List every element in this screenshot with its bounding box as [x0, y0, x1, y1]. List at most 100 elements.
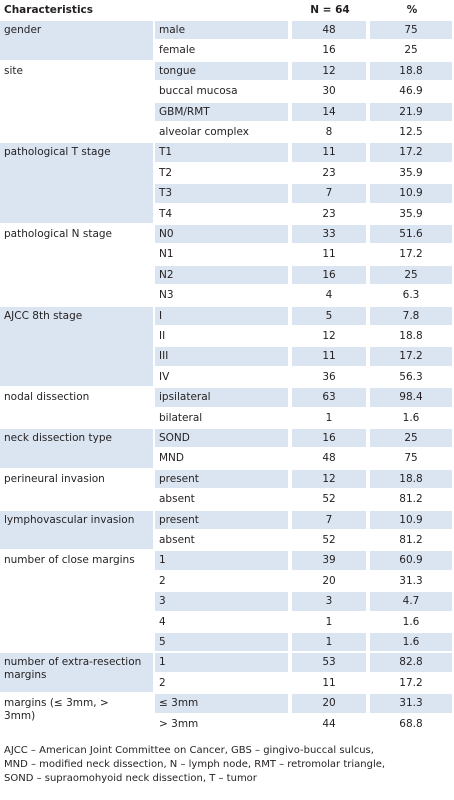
percent: 21.9 [370, 102, 452, 121]
group-label: neck dissection type [0, 429, 153, 468]
group-label: number of close margins [4, 554, 135, 567]
sub-label: buccal mucosa [159, 85, 238, 98]
count: 48 [292, 21, 366, 40]
count: 16 [292, 265, 366, 285]
count: 1 [325, 615, 333, 628]
sub-label: SOND [155, 429, 288, 448]
count: 20 [292, 694, 366, 713]
count: 12 [292, 61, 366, 81]
count: 30 [322, 85, 336, 98]
sub-label: > 3mm [159, 717, 199, 730]
sub-label: GBM/RMT [155, 102, 288, 121]
percent: 75 [370, 21, 452, 40]
sub-label: female [159, 44, 196, 57]
group-label: pathological N stage [4, 228, 113, 240]
sub-label: present [155, 510, 288, 529]
percent: 82.8 [370, 653, 452, 672]
percent: 81.2 [399, 534, 423, 546]
sub-label: 5 [155, 633, 288, 652]
percent: 4.7 [370, 592, 452, 611]
group-label: perineural invasion [4, 472, 105, 485]
count: 20 [322, 574, 336, 587]
percent: 17.2 [370, 347, 452, 366]
count: 11 [292, 347, 366, 366]
sub-label: III [155, 347, 288, 366]
count: 5 [292, 306, 366, 325]
count: 23 [322, 207, 336, 220]
group-label: site [4, 64, 23, 77]
sub-label: T2 [159, 166, 173, 179]
group-label: AJCC 8th stage [0, 306, 153, 387]
sub-label: bilateral [159, 411, 203, 424]
percent: 31.3 [399, 574, 423, 587]
sub-label: 2 [159, 676, 166, 689]
percent: 18.8 [370, 469, 452, 489]
group-label: nodal dissection [4, 391, 90, 404]
percent: 25 [404, 44, 418, 57]
percent: 51.6 [370, 225, 452, 244]
count: 11 [322, 248, 336, 261]
count: 52 [322, 493, 336, 506]
percent: 75 [404, 452, 418, 465]
count: 3 [292, 592, 366, 611]
count: 16 [292, 429, 366, 448]
percent: 46.9 [399, 85, 423, 98]
count: 36 [322, 370, 336, 383]
footnote-line: MND – modified neck dissection, N – lymp… [4, 759, 386, 770]
sub-label: male [155, 21, 288, 40]
sub-label: 1 [155, 653, 288, 672]
count: 12 [292, 469, 366, 489]
sub-label: tongue [155, 61, 288, 81]
footnote: AJCC – American Joint Committee on Cance… [4, 744, 450, 786]
sub-label: N2 [155, 265, 288, 285]
sub-label: 3 [155, 592, 288, 611]
count: 12 [322, 330, 336, 342]
percent: 18.8 [370, 61, 452, 81]
group-label: lymphovascular invasion [0, 510, 153, 550]
footnote-line: AJCC – American Joint Committee on Cance… [4, 745, 374, 756]
percent: 31.3 [370, 694, 452, 713]
sub-label: N3 [159, 289, 174, 302]
sub-label: T4 [159, 207, 173, 220]
header-cell: % [406, 4, 418, 16]
percent: 60.9 [370, 551, 452, 570]
count: 7 [292, 510, 366, 529]
header-cell: Characteristics [4, 4, 94, 16]
percent: 25 [370, 429, 452, 448]
sub-label: 2 [159, 574, 166, 587]
sub-label: 1 [155, 551, 288, 570]
percent: 56.3 [399, 370, 423, 383]
percent: 10.9 [370, 184, 452, 203]
count: 33 [292, 225, 366, 244]
count: 52 [322, 534, 336, 546]
group-label: number of extra-resection margins [0, 653, 153, 693]
count: 1 [325, 411, 333, 424]
percent: 68.8 [399, 717, 423, 730]
count: 53 [292, 653, 366, 672]
count: 14 [292, 102, 366, 121]
percent: 1.6 [370, 633, 452, 652]
percent: 81.2 [399, 493, 423, 506]
sub-label: 4 [159, 615, 166, 628]
count: 23 [322, 166, 336, 179]
percent: 1.6 [402, 411, 420, 424]
footnote-line: SOND – supraomohyoid neck dissection, T … [4, 773, 257, 784]
count: 4 [325, 289, 333, 302]
sub-label: present [155, 469, 288, 489]
count: 48 [322, 452, 336, 465]
count: 16 [322, 44, 336, 57]
percent: 17.2 [399, 248, 423, 261]
percent: 35.9 [399, 207, 423, 220]
sub-label: MND [159, 452, 184, 465]
count: 39 [292, 551, 366, 570]
sub-label: II [159, 330, 166, 342]
percent: 1.6 [402, 615, 420, 628]
sub-label: ipsilateral [155, 388, 288, 407]
group-label: pathological T stage [0, 143, 153, 223]
percent: 10.9 [370, 510, 452, 529]
percent: 6.3 [402, 289, 420, 302]
header-cell: N = 64 [310, 4, 350, 16]
sub-label: T1 [155, 143, 288, 162]
count: 7 [292, 184, 366, 203]
count: 63 [292, 388, 366, 407]
